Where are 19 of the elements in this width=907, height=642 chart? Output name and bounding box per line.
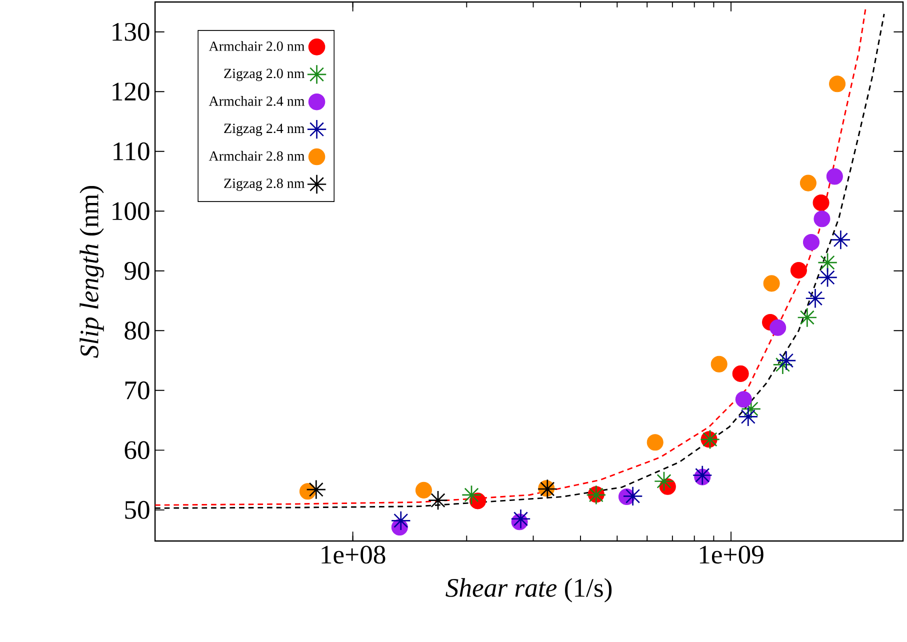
legend-label: Zigzag 2.0 nm <box>224 68 305 82</box>
y-axis-title: Slip length (nm) <box>80 186 104 358</box>
y-tick-label: 50 <box>125 500 150 519</box>
x-tick-label: 1e+08 <box>322 546 386 564</box>
x-tick-label: 1e+09 <box>700 546 764 564</box>
legend-label: Zigzag 2.4 nm <box>224 124 305 136</box>
y-tick-label: 70 <box>125 381 150 400</box>
y-tick-label: 120 <box>112 82 150 101</box>
legend-label: Armchair 2.0 nm <box>208 41 305 51</box>
y-tick-label: 90 <box>124 262 150 280</box>
y-tick-label: 110 <box>114 142 150 160</box>
y-tick-label: 130 <box>112 22 150 41</box>
legend-label: Zigzag 2.8 nm <box>224 178 305 191</box>
y-tick-label: 80 <box>124 322 150 340</box>
y-tick-label: 100 <box>112 202 150 220</box>
y-tick-label: 60 <box>124 441 150 460</box>
x-axis-title: Shear rate (1/s) <box>446 578 612 602</box>
legend-label: Armchair 2.8 nm <box>208 150 305 161</box>
legend-label: Armchair 2.4 nm <box>208 96 305 106</box>
